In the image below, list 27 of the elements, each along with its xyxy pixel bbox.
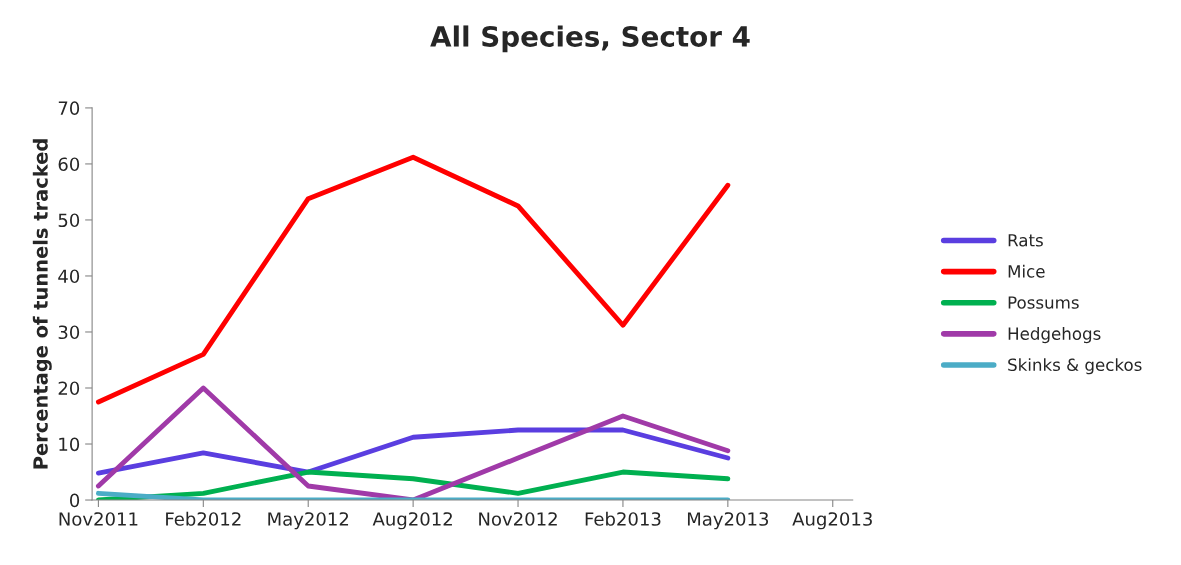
y-tick-label: 30 (58, 325, 80, 340)
x-tick-label: May2012 (268, 512, 349, 530)
line-series (95, 427, 731, 476)
legend-label: Hedgehogs (1008, 327, 1101, 344)
x-tick-label: May2013 (687, 512, 769, 530)
y-tick-label: 10 (59, 437, 80, 452)
x-tick-label: Aug2012 (372, 512, 452, 530)
y-tick-label: 50 (58, 213, 80, 228)
y-tick-label: 20 (58, 381, 80, 396)
legend-label: Rats (1008, 234, 1043, 247)
line-series (95, 385, 731, 501)
y-tick-label: 70 (58, 101, 80, 116)
y-axis-title: Percentage of tunnels tracked (32, 139, 52, 469)
x-tick-label: Nov2011 (59, 512, 138, 526)
y-tick-label: 40 (58, 269, 80, 284)
x-tick-label: Nov2012 (479, 512, 557, 526)
legend-label: Mice (1008, 264, 1045, 278)
x-tick-label: Feb2013 (585, 511, 661, 526)
line-series (95, 469, 731, 501)
legend-label: Possums (1008, 296, 1079, 309)
chart-title: All Species, Sector 4 (430, 25, 750, 53)
y-tick-label: 0 (70, 493, 80, 508)
y-tick-label: 60 (58, 157, 80, 172)
x-tick-label: Aug2013 (792, 512, 872, 530)
x-tick-label: Feb2012 (166, 511, 241, 526)
line-series (95, 154, 731, 405)
legend-label: Skinks & geckos (1008, 358, 1142, 375)
